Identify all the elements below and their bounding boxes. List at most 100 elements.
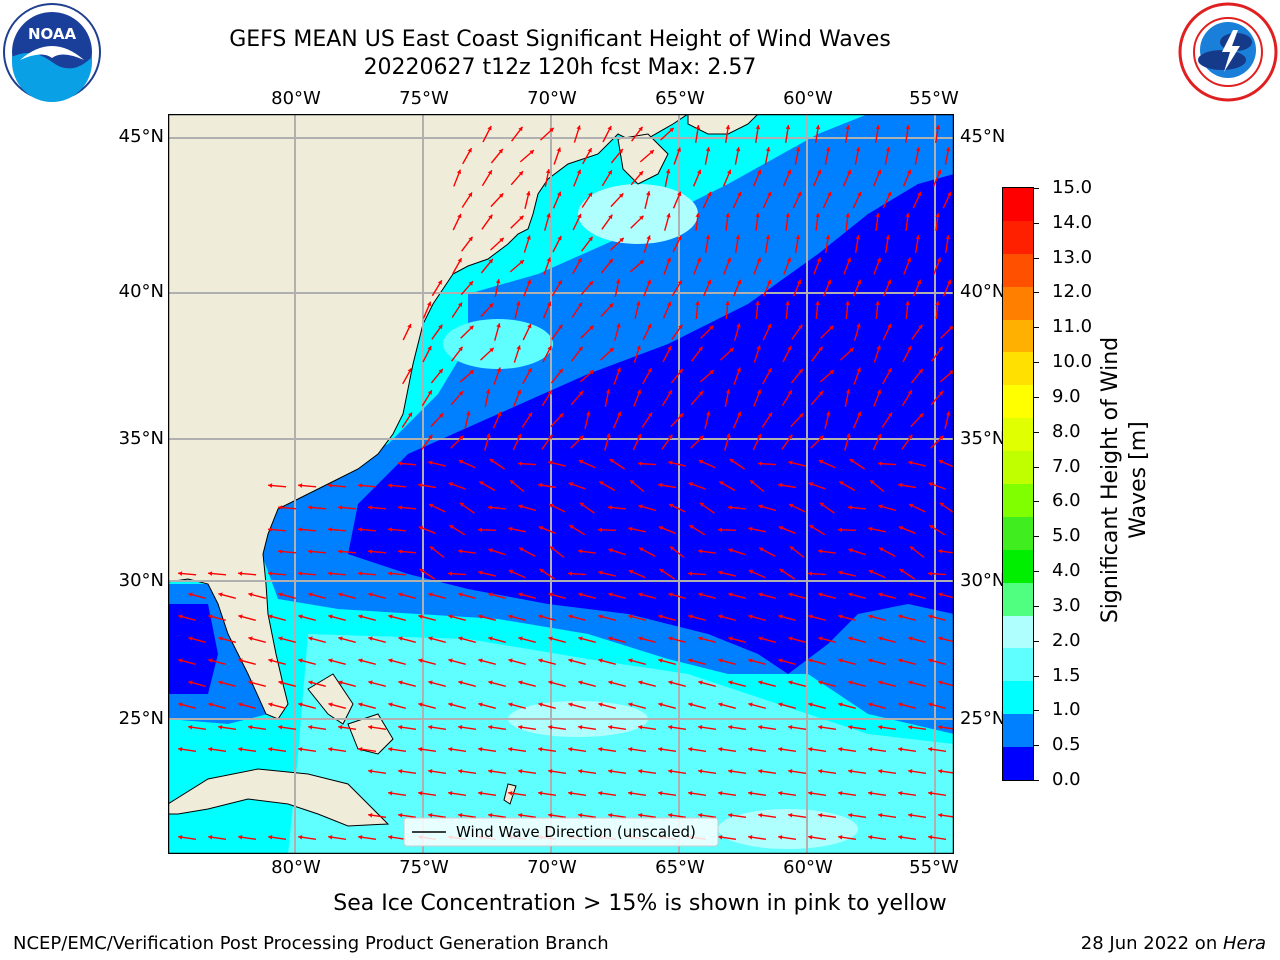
- wave-direction-arrowhead: [586, 411, 591, 416]
- wave-direction-arrowhead: [496, 367, 501, 372]
- wave-direction-arrowhead: [518, 461, 523, 466]
- wave-direction-arrowhead: [707, 191, 712, 197]
- wave-direction-arrowhead: [488, 592, 493, 597]
- wave-direction-arrowhead: [845, 301, 850, 306]
- lon-label-top: 70°W: [527, 88, 577, 109]
- wave-direction-arrowhead: [898, 482, 903, 488]
- wave-direction-arrowhead: [848, 592, 853, 597]
- wave-direction-arrowhead: [905, 213, 910, 218]
- wave-direction-arrowhead: [278, 549, 283, 554]
- wave-direction-arrowhead: [298, 527, 303, 532]
- wave-direction-arrowhead: [929, 525, 934, 530]
- wave-direction-arrowhead: [725, 213, 730, 218]
- wave-direction-arrowhead: [848, 813, 853, 818]
- wave-direction-arrowhead: [748, 569, 754, 575]
- colorbar-tick: [1033, 710, 1039, 712]
- wave-direction-arrowhead: [519, 215, 524, 220]
- wave-direction-arrowhead: [398, 549, 403, 554]
- wave-direction-arrowhead: [758, 504, 763, 509]
- wave-direction-arrowhead: [608, 214, 613, 220]
- wave-direction-arrowhead: [268, 571, 273, 576]
- wave-direction-arrowhead: [588, 236, 593, 242]
- wave-direction-arrowhead: [938, 813, 943, 818]
- wave-direction-arrowhead: [548, 592, 553, 597]
- wave-direction-arrowhead: [787, 169, 792, 175]
- wave-direction-arrowhead: [808, 482, 813, 487]
- wave-direction-arrowhead: [616, 323, 621, 328]
- wave-direction-arrowhead: [428, 725, 433, 730]
- wave-direction-arrowhead: [578, 769, 583, 774]
- wave-direction-arrowhead: [495, 279, 501, 284]
- colorbar-tick: [1033, 571, 1039, 573]
- wave-direction-arrowhead: [878, 725, 883, 730]
- wave-direction-arrowhead: [827, 191, 832, 197]
- wave-direction-arrowhead: [549, 127, 554, 133]
- wave-direction-arrowhead: [448, 571, 453, 576]
- wave-direction-arrowhead: [758, 725, 763, 730]
- wave-direction-arrowhead: [949, 325, 954, 330]
- wave-direction-arrowhead: [428, 680, 433, 685]
- wave-direction-arrowhead: [898, 747, 903, 752]
- wave-direction-arrowhead: [815, 213, 820, 218]
- wave-direction-arrowhead: [808, 614, 813, 619]
- wave-direction-arrowhead: [268, 702, 273, 707]
- colorbar-segment: [1003, 648, 1033, 682]
- wave-direction-arrowhead: [368, 636, 373, 641]
- colorbar-segment: [1003, 385, 1033, 419]
- wave-direction-arrowhead: [516, 345, 521, 350]
- wave-direction-arrowhead: [628, 791, 633, 796]
- wind-wave-arrows: [178, 124, 954, 840]
- wave-direction-arrowhead: [448, 702, 453, 707]
- wave-direction-arrowhead: [876, 389, 882, 394]
- wave-direction-arrowhead: [849, 347, 854, 353]
- wave-direction-arrowhead: [568, 571, 573, 576]
- colorbar-tick: [1033, 675, 1039, 677]
- wave-direction-arrowhead: [699, 435, 704, 440]
- wave-direction-arrowhead: [598, 527, 602, 533]
- footer-credit: NCEP/EMC/Verification Post Processing Pr…: [13, 933, 609, 954]
- wave-direction-arrowhead: [778, 658, 783, 663]
- wave-direction-arrowhead: [238, 835, 243, 840]
- wave-direction-arrowhead: [308, 725, 313, 730]
- wave-direction-arrowhead: [878, 680, 883, 685]
- wave-direction-arrowhead: [898, 525, 904, 531]
- colorbar-segment: [1003, 747, 1033, 781]
- wave-direction-arrowhead: [907, 390, 912, 395]
- wave-direction-arrowhead: [875, 213, 880, 218]
- lon-label-bottom: 65°W: [655, 857, 705, 878]
- wave-direction-arrowhead: [546, 257, 551, 262]
- wave-direction-arrowhead: [638, 504, 643, 509]
- wave-direction-arrowhead: [628, 702, 633, 707]
- wave-band-2-3-south: [718, 809, 858, 849]
- wave-direction-arrowhead: [928, 571, 933, 576]
- wave-direction-arrowhead: [427, 346, 432, 351]
- wave-direction-arrowhead: [935, 213, 940, 218]
- wave-direction-arrowhead: [658, 614, 663, 619]
- wave-direction-arrowhead: [557, 191, 562, 197]
- wave-direction-arrowhead: [208, 571, 213, 576]
- wave-direction-arrowhead: [328, 658, 333, 663]
- wave-direction-arrowhead: [648, 412, 652, 417]
- wave-direction-arrowhead: [868, 526, 873, 532]
- wave-direction-arrowhead: [519, 260, 524, 265]
- colorbar-segment: [1003, 484, 1033, 518]
- wave-direction-arrowhead: [548, 460, 553, 465]
- wave-direction-arrowhead: [578, 302, 582, 307]
- wave-direction-arrowhead: [458, 636, 463, 641]
- wave-direction-arrowhead: [638, 636, 643, 641]
- wave-direction-arrowhead: [809, 525, 814, 530]
- wave-direction-arrowhead: [398, 592, 403, 597]
- wave-direction-arrowhead: [478, 791, 483, 796]
- wave-direction-arrowhead: [488, 813, 493, 818]
- wave-direction-arrowhead: [328, 835, 333, 840]
- wave-direction-arrowhead: [795, 147, 801, 152]
- wave-direction-arrowhead: [668, 725, 673, 730]
- wave-direction-arrowhead: [238, 614, 243, 619]
- wave-direction-arrowhead: [755, 125, 761, 130]
- wave-direction-arrowhead: [829, 325, 834, 330]
- wave-direction-arrowhead: [278, 505, 283, 510]
- wave-direction-arrowhead: [568, 482, 573, 487]
- wave-direction-arrowhead: [576, 125, 581, 130]
- wave-direction-arrowhead: [478, 747, 483, 752]
- wave-direction-arrowhead: [697, 169, 702, 175]
